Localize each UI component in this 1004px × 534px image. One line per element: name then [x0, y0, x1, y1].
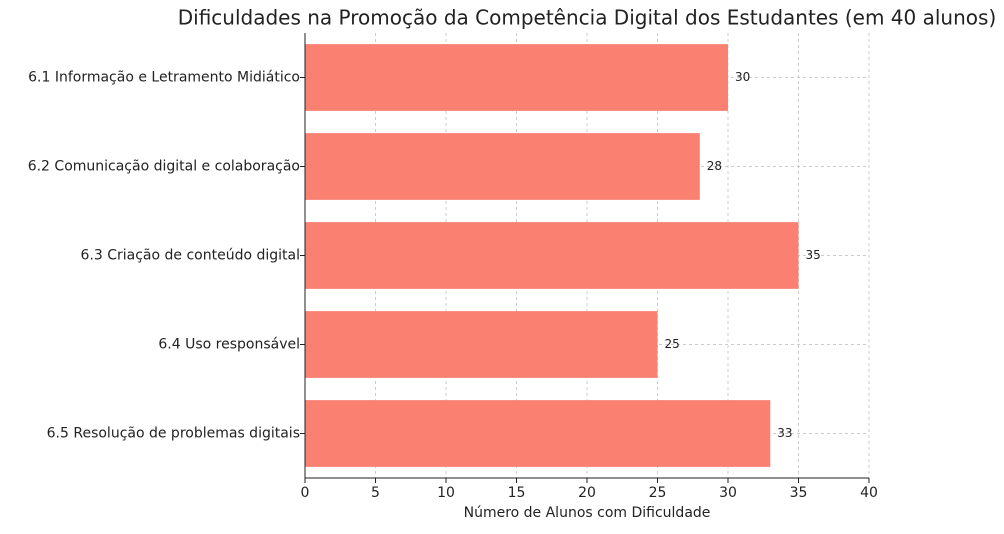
x-tick-label: 30	[719, 485, 737, 501]
value-label: 25	[665, 337, 680, 351]
y-tick-label: 6.3 Criação de conteúdo digital	[81, 248, 300, 264]
bar	[305, 400, 771, 467]
bar	[305, 44, 728, 111]
y-tick-label: 6.1 Informação e Letramento Midiático	[28, 70, 300, 86]
x-axis-label: Número de Alunos com Dificuldade	[464, 505, 711, 521]
x-tick-label: 10	[437, 485, 455, 501]
x-tick-label: 25	[649, 485, 667, 501]
x-tick-label: 5	[371, 485, 380, 501]
x-tick-label: 35	[790, 485, 808, 501]
y-tick-label: 6.2 Comunicação digital e colaboração	[28, 159, 300, 175]
x-tick-label: 15	[508, 485, 526, 501]
value-label: 30	[735, 70, 750, 84]
value-label: 28	[707, 159, 722, 173]
chart-title: Dificuldades na Promoção da Competência …	[178, 6, 997, 30]
y-tick-label: 6.4 Uso responsável	[158, 337, 300, 353]
bar	[305, 133, 700, 200]
x-tick-label: 20	[578, 485, 596, 501]
value-label: 35	[806, 248, 821, 262]
bar	[305, 222, 799, 289]
value-label: 33	[777, 426, 792, 440]
bar	[305, 311, 658, 378]
y-tick-label: 6.5 Resolução de problemas digitais	[47, 426, 300, 442]
x-tick-label: 0	[301, 485, 310, 501]
x-tick-label: 40	[860, 485, 878, 501]
